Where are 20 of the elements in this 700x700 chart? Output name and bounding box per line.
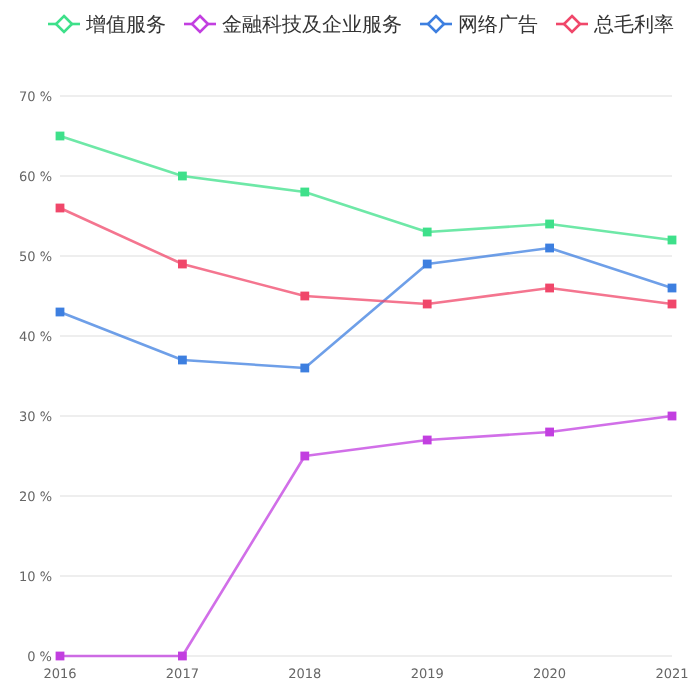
point (178, 651, 187, 661)
point (422, 299, 432, 309)
point (545, 219, 554, 229)
legend-label: 增值服务 (84, 13, 166, 37)
point (545, 427, 554, 437)
point (422, 435, 432, 445)
point (545, 243, 554, 253)
legend-label: 总毛利率 (592, 13, 674, 37)
point (178, 171, 187, 181)
point (300, 291, 310, 301)
point (300, 187, 310, 197)
point (422, 259, 432, 269)
point (300, 363, 310, 373)
point (300, 451, 310, 461)
legend-label: 金融科技及企业服务 (222, 13, 402, 37)
point (545, 283, 554, 293)
point (178, 259, 187, 269)
point (422, 227, 432, 237)
legend-label: 网络广告 (458, 13, 538, 37)
point (178, 355, 187, 365)
